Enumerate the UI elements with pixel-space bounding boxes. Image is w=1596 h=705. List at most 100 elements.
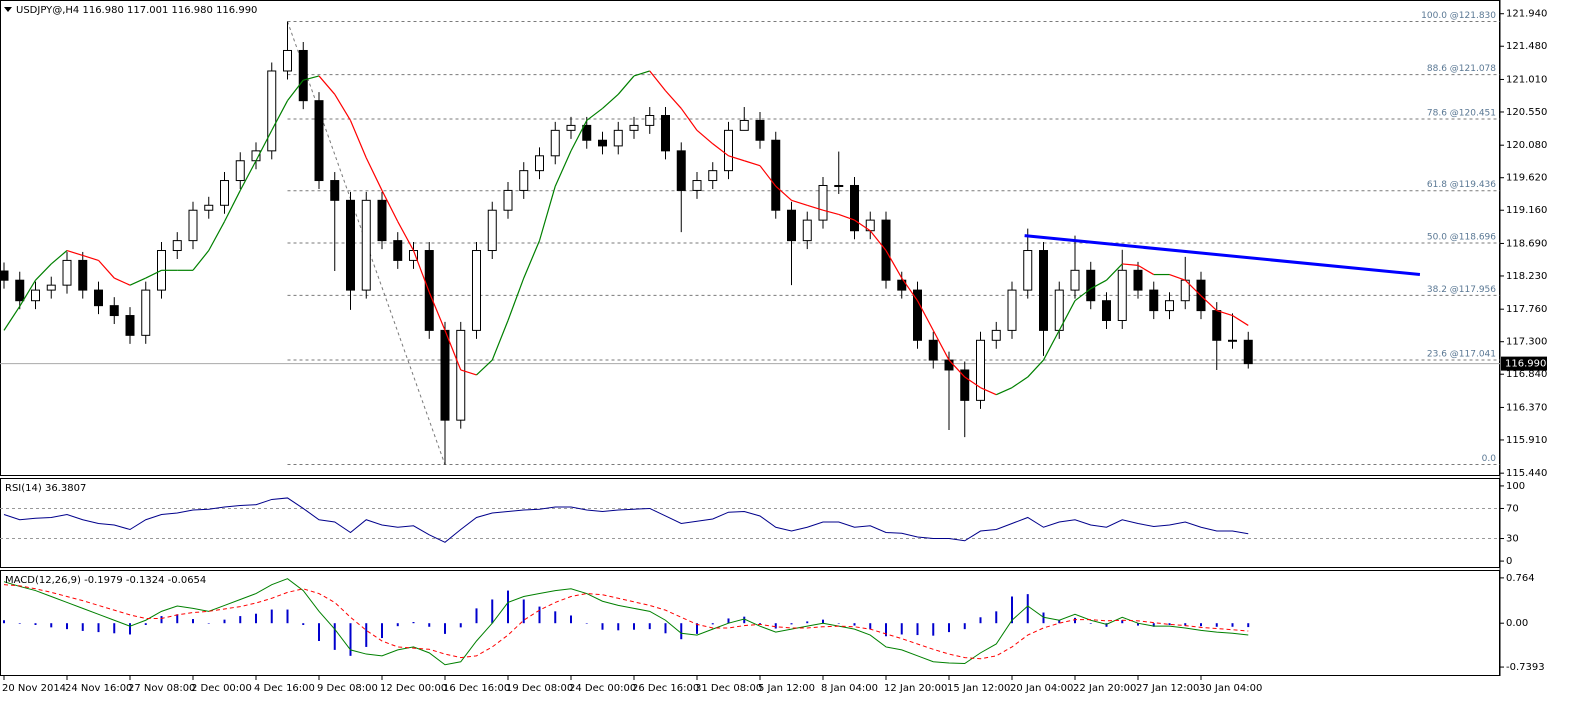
moving-average bbox=[838, 213, 855, 221]
y-tick-label: 0 bbox=[1506, 556, 1512, 567]
macd-histogram-bar bbox=[97, 623, 100, 633]
macd-histogram-bar bbox=[18, 623, 21, 624]
moving-average bbox=[932, 330, 950, 361]
candle-body bbox=[991, 329, 1001, 341]
candle-body bbox=[802, 219, 812, 242]
macd-histogram-bar bbox=[144, 623, 147, 625]
y-tick-label: 100 bbox=[1506, 481, 1525, 492]
candle-body bbox=[676, 150, 686, 191]
moving-average bbox=[1106, 263, 1123, 281]
candle-body bbox=[109, 305, 119, 317]
moving-average bbox=[1011, 376, 1029, 389]
panel-title: MACD(12,26,9) -0.1979 -0.1324 -0.0654 bbox=[5, 575, 206, 586]
macd-histogram-bar bbox=[979, 617, 982, 624]
candle-body bbox=[913, 289, 922, 341]
moving-average bbox=[3, 306, 21, 331]
panel-title: RSI(14) 36.3807 bbox=[5, 483, 86, 494]
fib-label: 78.6 @120.451 bbox=[1427, 108, 1496, 118]
moving-average bbox=[869, 230, 887, 251]
fib-label: 100.0 @121.830 bbox=[1421, 11, 1496, 21]
candle-body bbox=[1070, 269, 1080, 291]
main-panel bbox=[0, 0, 1500, 476]
macd-histogram-bar bbox=[601, 623, 604, 630]
candle-body bbox=[771, 139, 781, 211]
moving-average bbox=[712, 143, 729, 157]
candle-body bbox=[1133, 269, 1143, 291]
candle-body bbox=[1212, 310, 1222, 341]
macd-histogram-bar bbox=[1137, 623, 1139, 626]
y-tick-label: 118.690 bbox=[1506, 238, 1547, 249]
moving-average bbox=[66, 249, 83, 257]
candle-body bbox=[15, 279, 25, 302]
moving-average bbox=[1122, 263, 1139, 266]
x-tick-label: 4 Dec 16:00 bbox=[254, 683, 315, 694]
macd-histogram-bar bbox=[1042, 612, 1045, 624]
candle-body bbox=[1102, 300, 1111, 321]
candle-body bbox=[393, 240, 403, 261]
macd-histogram-bar bbox=[1168, 623, 1171, 625]
macd-histogram-bar bbox=[1184, 623, 1187, 626]
macd-histogram-bar bbox=[554, 611, 557, 624]
menu-arrow[interactable] bbox=[4, 7, 12, 12]
candle-body bbox=[1165, 300, 1174, 312]
y-tick-label: 30 bbox=[1506, 534, 1519, 545]
x-tick-label: 15 Jan 12:00 bbox=[947, 683, 1010, 694]
candle-body bbox=[1007, 289, 1017, 331]
macd-histogram-bar bbox=[129, 623, 131, 635]
candle-body bbox=[456, 329, 466, 421]
moving-average bbox=[775, 185, 792, 201]
moving-average bbox=[1090, 279, 1107, 290]
candle-body bbox=[944, 359, 954, 371]
candle-body bbox=[566, 124, 576, 131]
candle-body bbox=[960, 369, 970, 401]
candle-body bbox=[1228, 339, 1237, 342]
moving-average bbox=[412, 250, 430, 293]
moving-average bbox=[444, 330, 462, 371]
macd-histogram-bar bbox=[507, 590, 509, 624]
candle-body bbox=[850, 184, 859, 232]
moving-average bbox=[507, 277, 525, 321]
moving-average bbox=[1232, 315, 1249, 326]
x-tick-label: 20 Nov 2014 bbox=[2, 683, 66, 694]
rsi-panel bbox=[0, 478, 1500, 568]
moving-average bbox=[538, 186, 556, 241]
y-tick-label: 0.764 bbox=[1506, 573, 1535, 584]
moving-average bbox=[570, 120, 588, 152]
moving-average bbox=[680, 108, 698, 131]
y-tick-label: 0.00 bbox=[1506, 618, 1528, 629]
x-tick-label: 12 Dec 00:00 bbox=[380, 683, 447, 694]
macd-histogram-bar bbox=[1200, 623, 1202, 627]
macd-histogram-bar bbox=[1074, 617, 1076, 624]
candle-body bbox=[283, 49, 292, 72]
candle-body bbox=[645, 115, 655, 126]
candle-body bbox=[46, 284, 56, 291]
candle-body bbox=[235, 160, 245, 182]
candle-body bbox=[582, 124, 592, 141]
macd-histogram-bar bbox=[318, 623, 320, 641]
moving-average bbox=[82, 254, 99, 261]
candle-body bbox=[141, 289, 151, 336]
macd-histogram-bar bbox=[570, 615, 572, 624]
candle-body bbox=[629, 124, 639, 131]
macd-histogram-bar bbox=[270, 609, 273, 624]
y-tick-label: 115.440 bbox=[1506, 468, 1547, 479]
moving-average bbox=[1137, 264, 1155, 276]
macd-histogram-bar bbox=[774, 623, 777, 629]
macd-panel bbox=[0, 570, 1500, 676]
moving-average bbox=[649, 70, 666, 92]
candle-body bbox=[267, 70, 277, 152]
candle-body bbox=[172, 240, 182, 252]
candle-body bbox=[724, 129, 733, 172]
x-tick-label: 31 Dec 08:00 bbox=[695, 683, 762, 694]
macd-histogram-bar bbox=[664, 623, 667, 634]
macd-histogram-bar bbox=[333, 623, 336, 650]
candle-body bbox=[834, 184, 844, 187]
moving-average bbox=[996, 387, 1013, 396]
moving-average bbox=[303, 75, 320, 81]
candle-body bbox=[1086, 269, 1096, 302]
moving-average bbox=[397, 221, 415, 251]
moving-average bbox=[1169, 273, 1186, 281]
moving-average bbox=[901, 277, 918, 302]
x-tick-label: 12 Jan 20:00 bbox=[884, 683, 947, 694]
y-tick-label: 117.760 bbox=[1506, 304, 1547, 315]
